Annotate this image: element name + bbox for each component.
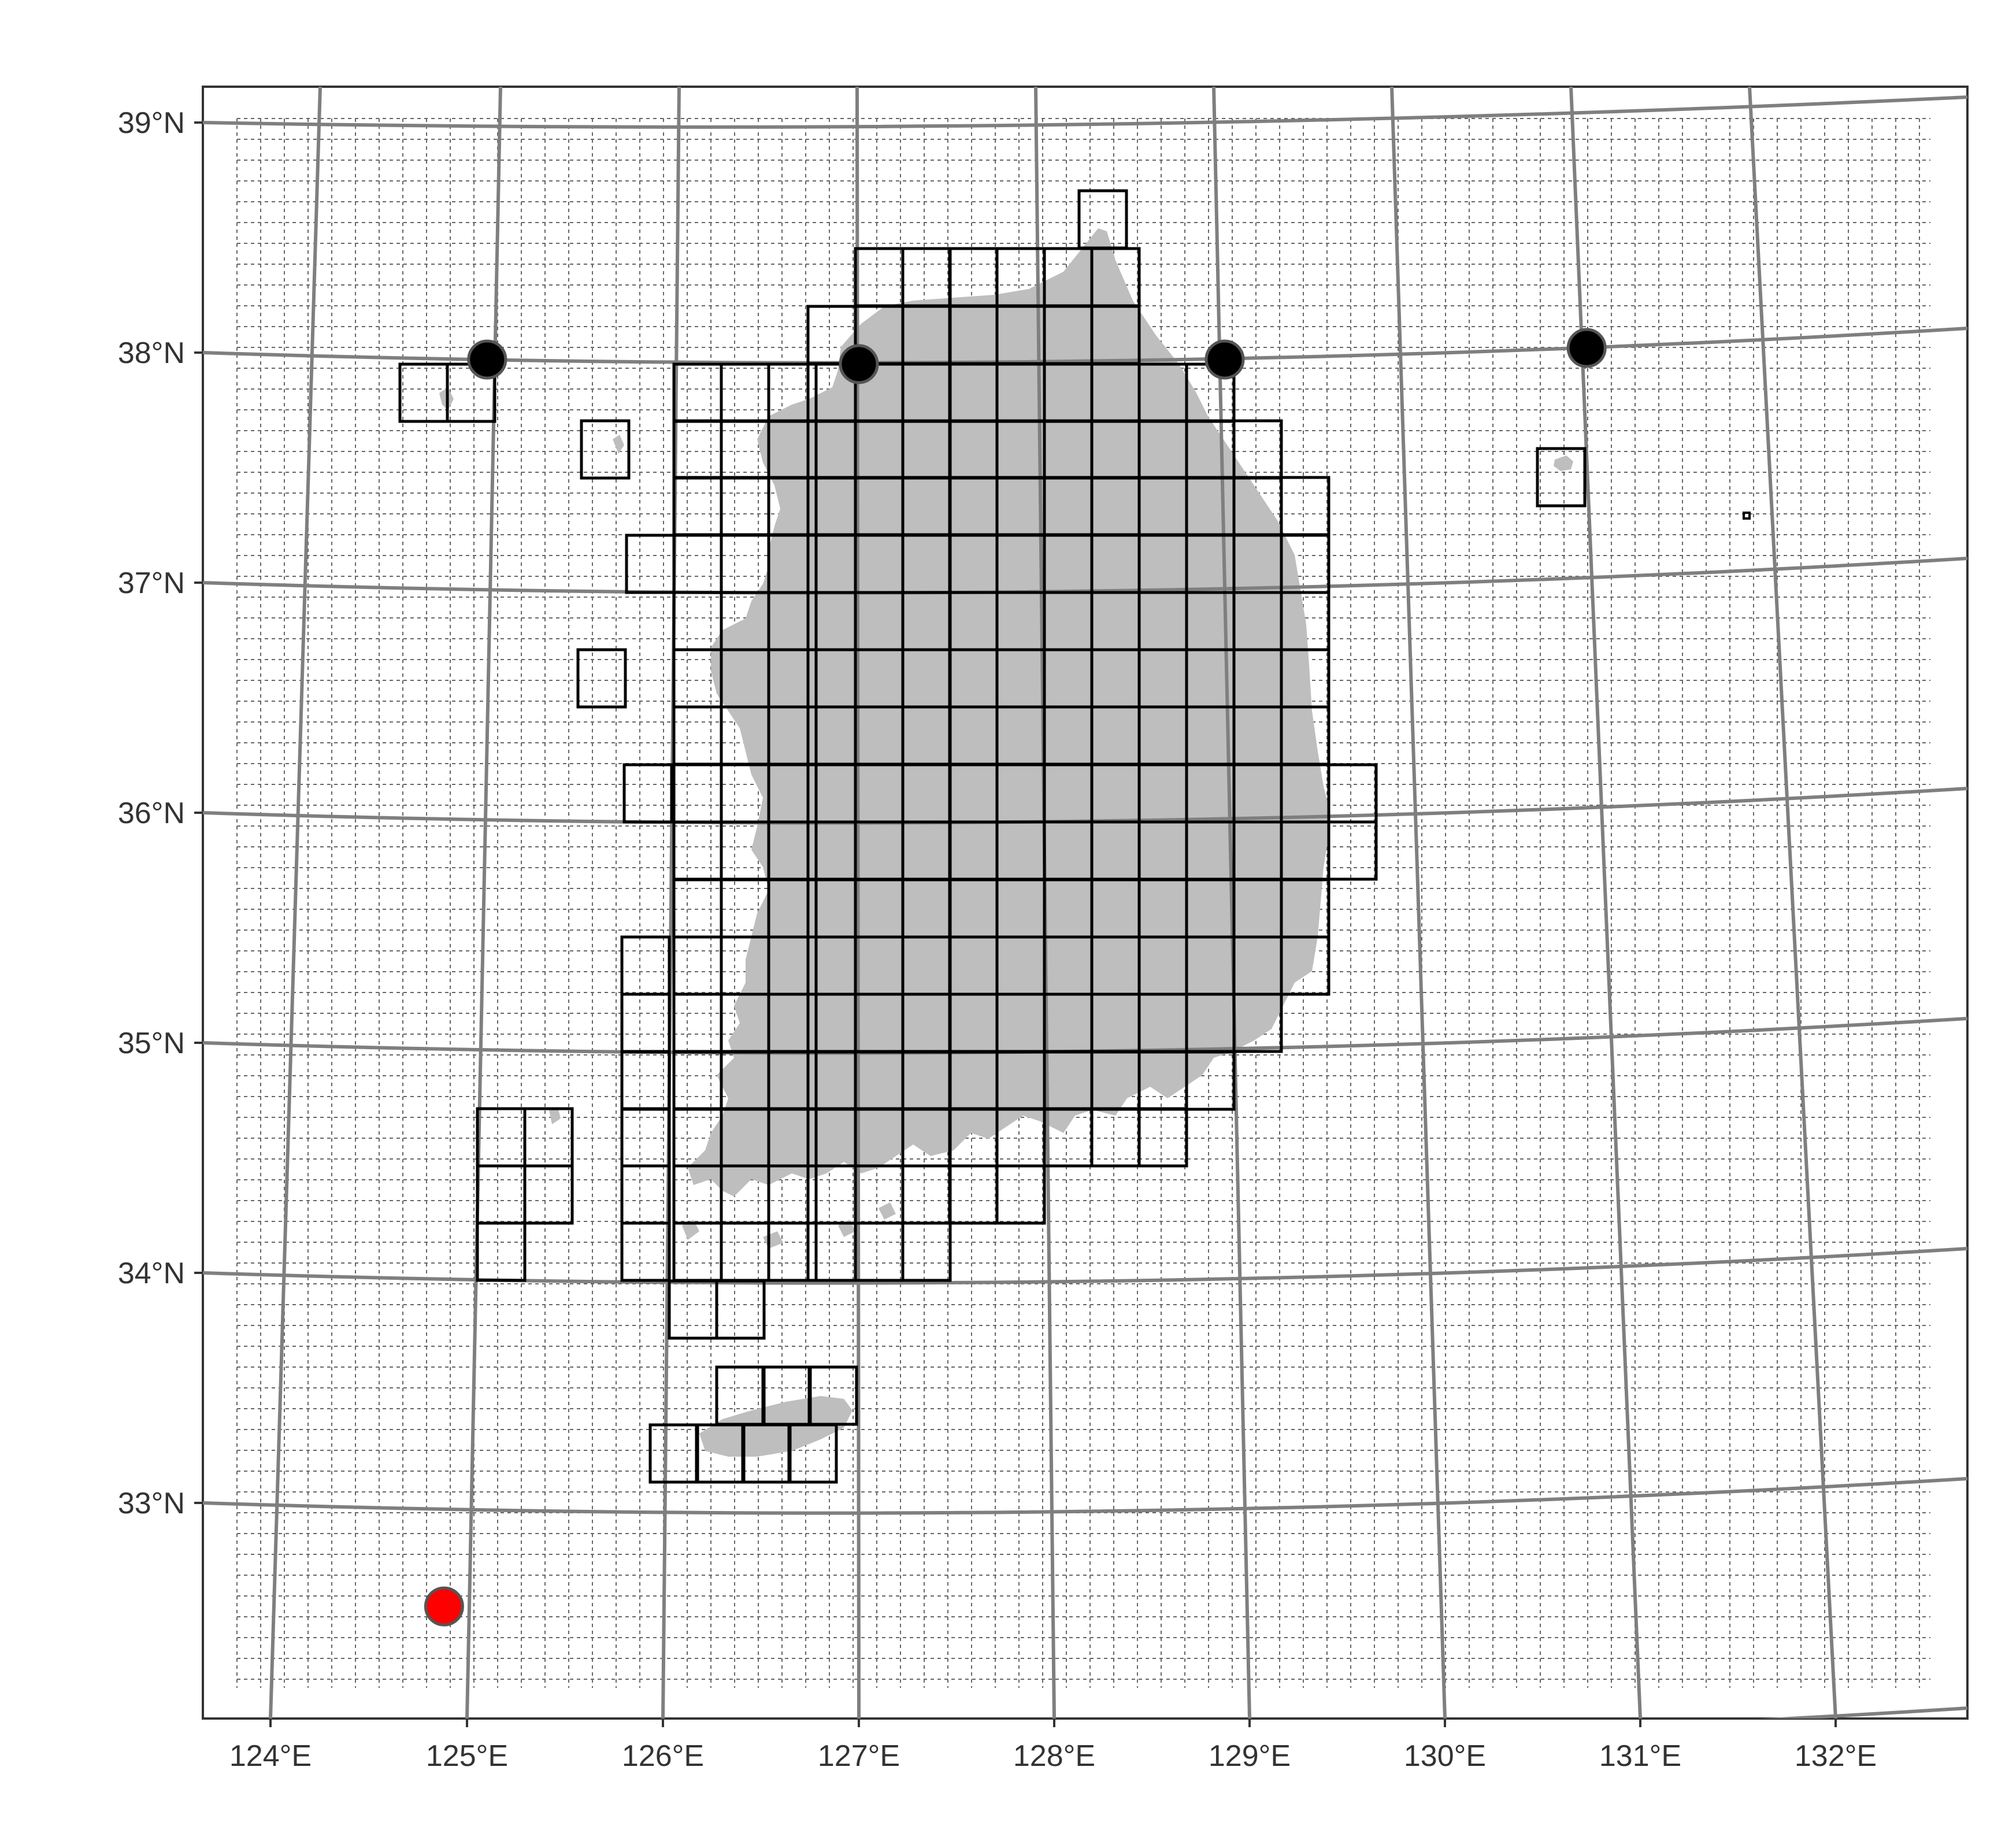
lat-label-38: 38°N [118,336,185,370]
lat-label-34: 34°N [118,1257,185,1290]
south-island-4 [879,1202,896,1220]
lat-label-39: 39°N [118,106,185,140]
graticule-lat-33 [203,1477,1967,1515]
lon-label-125: 125°E [426,1739,508,1773]
south-island-1 [682,1220,699,1240]
lon-label-130: 130°E [1404,1739,1486,1773]
points [424,328,1607,1627]
grid-cell [622,763,673,824]
graticule-lon-130 [1390,87,1447,1719]
axis-ticks [194,121,1837,1727]
lon-label-132: 132°E [1795,1739,1877,1773]
lat-label-33: 33°N [118,1487,185,1520]
grid-cells [398,189,1587,1484]
grid-cell [580,419,631,480]
ulleungdo-island [1554,455,1573,471]
graticule-lon-126 [661,87,681,1719]
lat-labels: 39°N 38°N 37°N 36°N 35°N 34°N 33°N [118,106,185,1520]
grid-cell [901,1221,952,1282]
grid-cell [1185,1050,1236,1111]
lat-label-35: 35°N [118,1027,185,1060]
grid-cell [1280,935,1330,996]
graticule-lon-127 [855,87,861,1719]
lon-label-131: 131°E [1599,1739,1681,1773]
grid-cell [1232,992,1283,1053]
red-point [424,1586,464,1627]
lon-label-128: 128°E [1013,1739,1095,1773]
lon-label-124: 124°E [229,1739,312,1773]
black-point [467,339,507,380]
west-island-3 [549,1107,561,1124]
grid-cell [767,1221,818,1282]
west-island-2 [613,435,624,454]
grid-cell [576,648,627,709]
tiny-cell [1743,512,1751,520]
graticule-lat-39 [203,95,1967,129]
lon-label-129: 129°E [1209,1739,1291,1773]
grid-cell [787,1423,838,1484]
grid-cell [1327,820,1378,881]
black-point [1204,339,1245,380]
grid-cell [715,1279,766,1340]
lon-label-127: 127°E [818,1739,900,1773]
black-point [839,344,879,384]
grid-cell [620,1221,671,1282]
grid-cell [1536,447,1587,508]
lat-label-36: 36°N [118,797,185,830]
grid-cell [1137,1107,1188,1168]
lon-labels: 124°E 125°E 126°E 127°E 128°E 129°E 130°… [229,1739,1877,1773]
grid-cell [523,1164,574,1225]
graticule-lon-132 [1748,87,1837,1719]
grid-cell [995,1164,1046,1225]
grid-cell [476,1221,527,1282]
black-point [1566,328,1607,368]
korean-peninsula [688,228,1329,1197]
lat-label-37: 37°N [118,566,185,600]
lon-label-126: 126°E [622,1739,704,1773]
graticule-lon-124 [269,87,322,1719]
